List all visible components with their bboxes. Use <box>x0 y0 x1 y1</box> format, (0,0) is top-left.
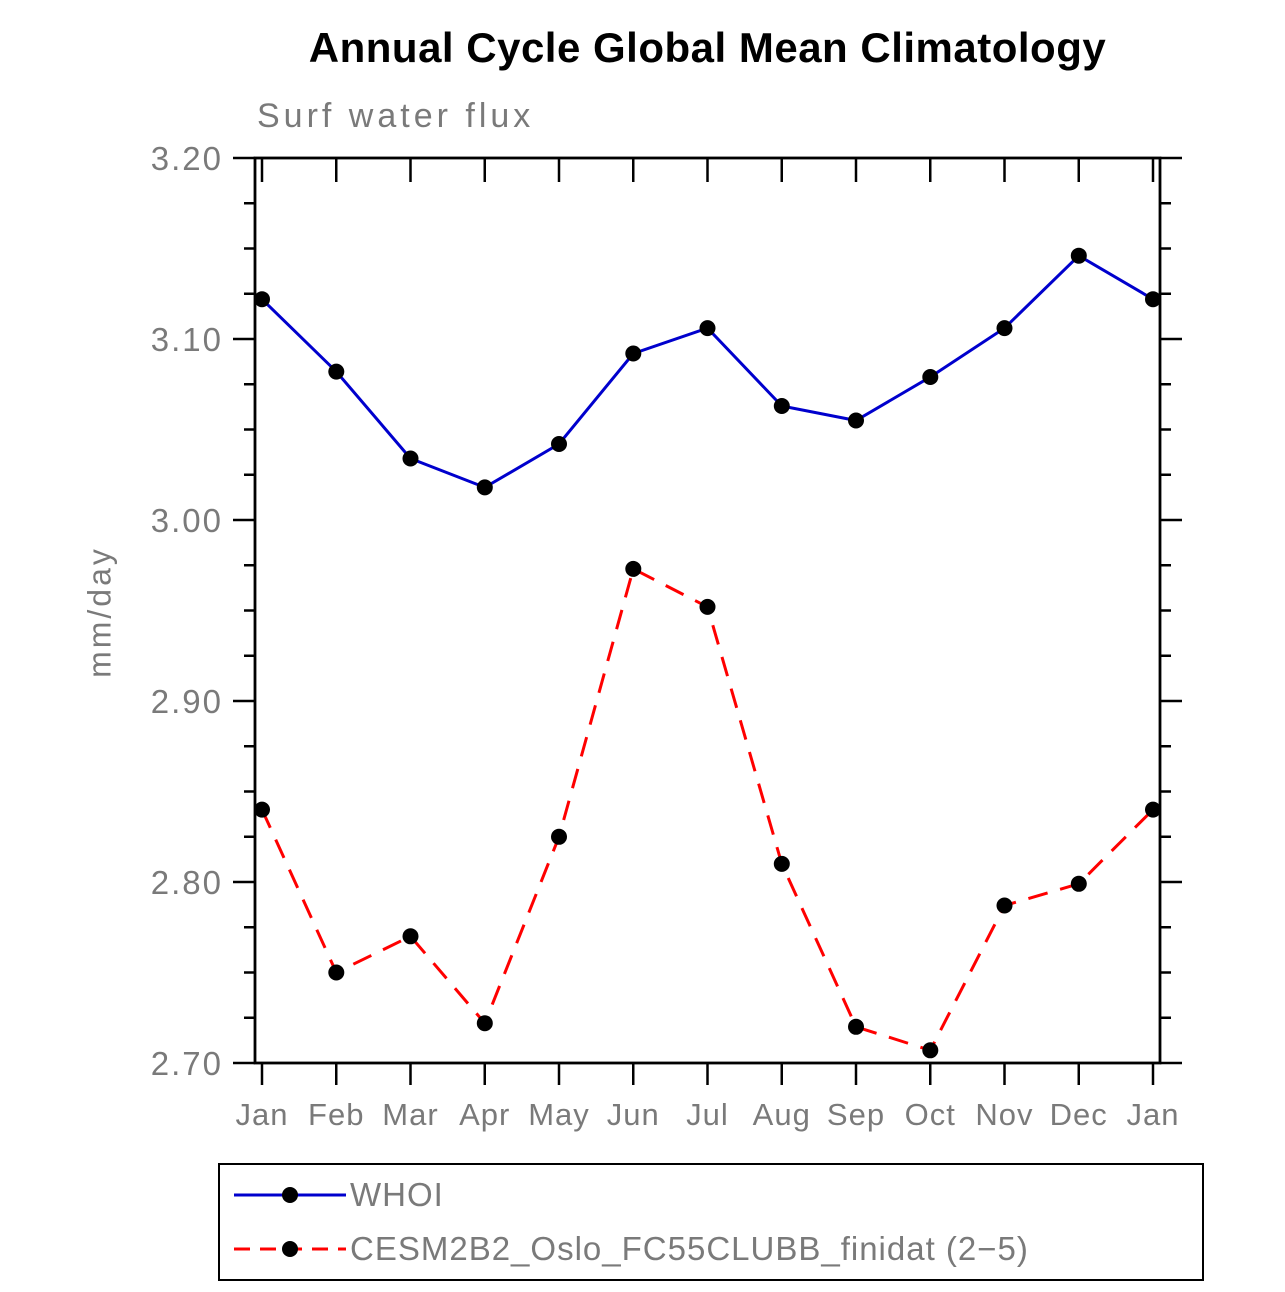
data-point-marker <box>402 928 419 945</box>
data-point-marker <box>551 828 567 845</box>
data-point-marker <box>1070 875 1087 892</box>
data-point-marker <box>699 598 716 615</box>
data-point-marker <box>922 1042 939 1059</box>
data-point-marker <box>699 320 716 337</box>
data-point-marker <box>402 450 419 467</box>
data-point-marker <box>476 1015 493 1032</box>
chart-subtitle: Surf water flux <box>257 97 535 135</box>
y-tick-label: 3.10 <box>151 321 223 358</box>
x-tick-label: Sep <box>827 1097 885 1132</box>
plot-frame <box>253 156 1162 1065</box>
x-tick-label: Aug <box>753 1097 811 1132</box>
x-tick-label: Oct <box>905 1097 956 1132</box>
data-point-marker <box>476 479 493 496</box>
legend-label: WHOI <box>350 1176 444 1213</box>
x-tick-label: Jan <box>1127 1097 1180 1132</box>
data-point-marker <box>625 345 642 362</box>
y-tick-label: 3.00 <box>151 502 223 539</box>
legend-line-sample-1 <box>234 1241 346 1257</box>
chart-title: Annual Cycle Global Mean Climatology <box>308 24 1107 71</box>
legend-marker-icon <box>282 1187 298 1203</box>
x-tick-label: Jan <box>236 1097 289 1132</box>
y-tick-label: 2.80 <box>151 864 223 901</box>
series-line-1 <box>260 566 1155 1053</box>
series-line-0 <box>260 253 1154 490</box>
x-tick-label: Nov <box>975 1097 1033 1132</box>
x-tick-label: Mar <box>382 1097 438 1132</box>
x-tick-label: Jul <box>686 1097 729 1132</box>
data-point-marker <box>773 398 790 414</box>
data-point-marker <box>996 320 1013 337</box>
legend-item-whoi: WHOI <box>230 1168 1202 1222</box>
y-tick-label: 3.20 <box>151 140 223 177</box>
data-point-marker <box>848 412 864 429</box>
data-point-marker <box>1145 291 1161 308</box>
data-point-marker <box>922 369 939 385</box>
data-point-marker <box>848 1018 864 1035</box>
legend-line-sample-0 <box>234 1187 346 1203</box>
x-tick-label: Jun <box>607 1097 660 1132</box>
data-point-marker <box>1070 247 1087 264</box>
data-point-marker <box>773 855 790 872</box>
data-point-marker <box>328 363 345 380</box>
data-point-marker <box>996 897 1013 914</box>
data-point-marker <box>254 291 270 308</box>
data-point-marker <box>551 436 567 452</box>
legend-label: CESM2B2_Oslo_FC55CLUBB_finidat (2−5) <box>350 1230 1029 1267</box>
x-tick-label: Apr <box>459 1097 510 1132</box>
legend-item-cesm: CESM2B2_Oslo_FC55CLUBB_finidat (2−5) <box>230 1222 1202 1276</box>
x-tick-label: Dec <box>1050 1097 1108 1132</box>
y-tick-label: 2.90 <box>151 683 223 720</box>
data-point-marker <box>1145 801 1161 818</box>
legend-marker-icon <box>282 1241 298 1257</box>
x-tick-label: Feb <box>308 1097 364 1132</box>
data-point-marker <box>254 801 270 818</box>
data-point-marker <box>328 964 345 981</box>
y-tick-label: 2.70 <box>151 1045 223 1082</box>
data-point-marker <box>625 560 642 577</box>
legend: WHOI CESM2B2_Oslo_FC55CLUBB_finidat (2−5… <box>218 1163 1204 1281</box>
x-tick-label: May <box>528 1097 590 1132</box>
